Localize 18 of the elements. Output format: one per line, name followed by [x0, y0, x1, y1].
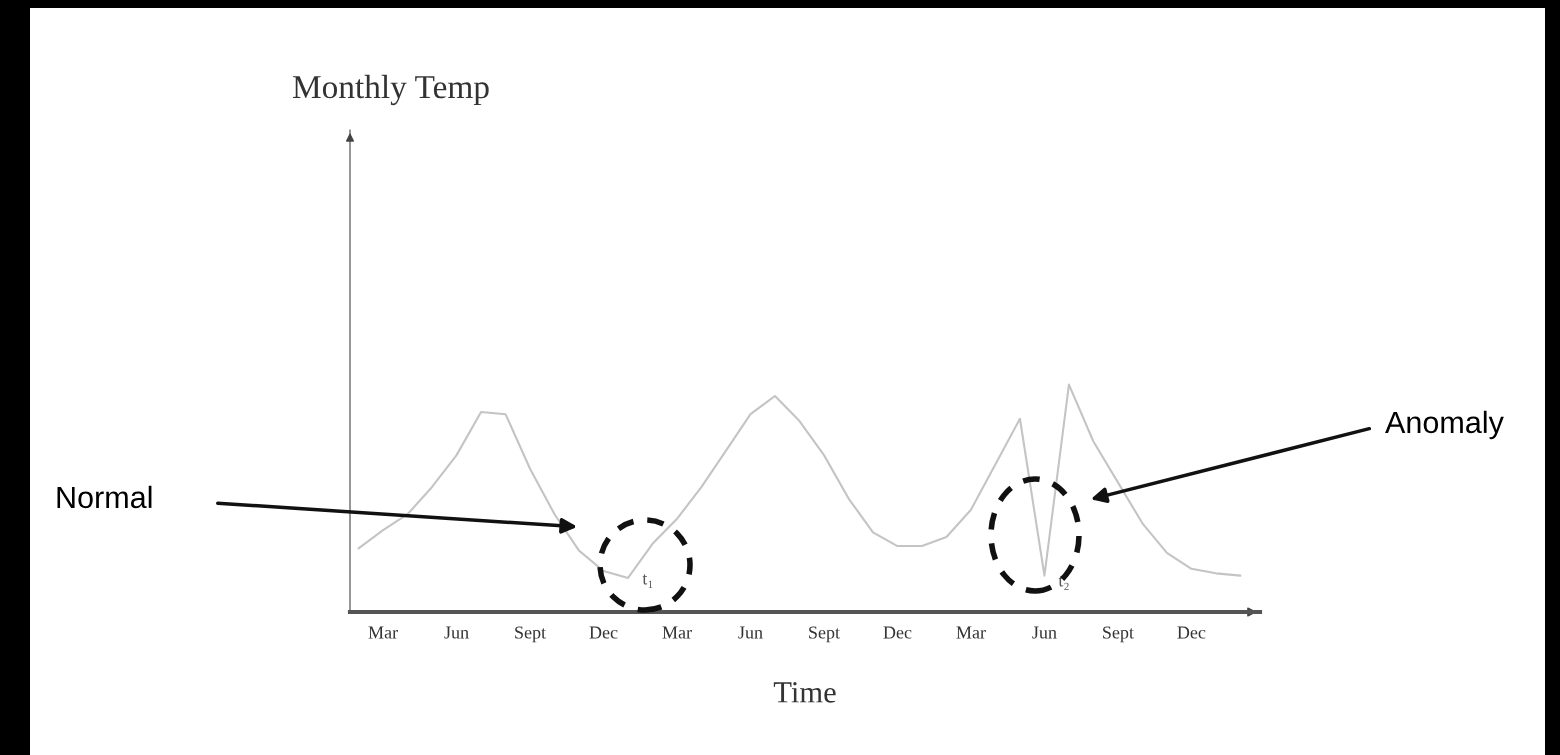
x-tick-label: Mar [956, 626, 986, 639]
x-tick-label: Mar [368, 626, 398, 639]
annotation: t₁ [642, 574, 653, 588]
x-tick-label: Jun [444, 626, 469, 639]
x-tick-label: Jun [738, 626, 763, 639]
annotation: t₂ [1058, 576, 1069, 591]
x-tick-label: Dec [589, 626, 618, 639]
text: Monthly Temp [292, 74, 489, 106]
text: Normal [57, 485, 152, 509]
x-axis-title: Time [773, 682, 836, 703]
x-tick-label: Mar [662, 626, 692, 639]
text: Anomaly [1385, 410, 1504, 440]
x-tick-label: Sept [1103, 626, 1134, 643]
x-tick-label: Dec [1177, 626, 1206, 639]
x-tick-label: Sept [515, 626, 546, 643]
x-tick-label: Sept [809, 626, 840, 643]
x-tick-label: Dec [883, 626, 912, 639]
x-tick-label: Jun [1032, 626, 1057, 639]
